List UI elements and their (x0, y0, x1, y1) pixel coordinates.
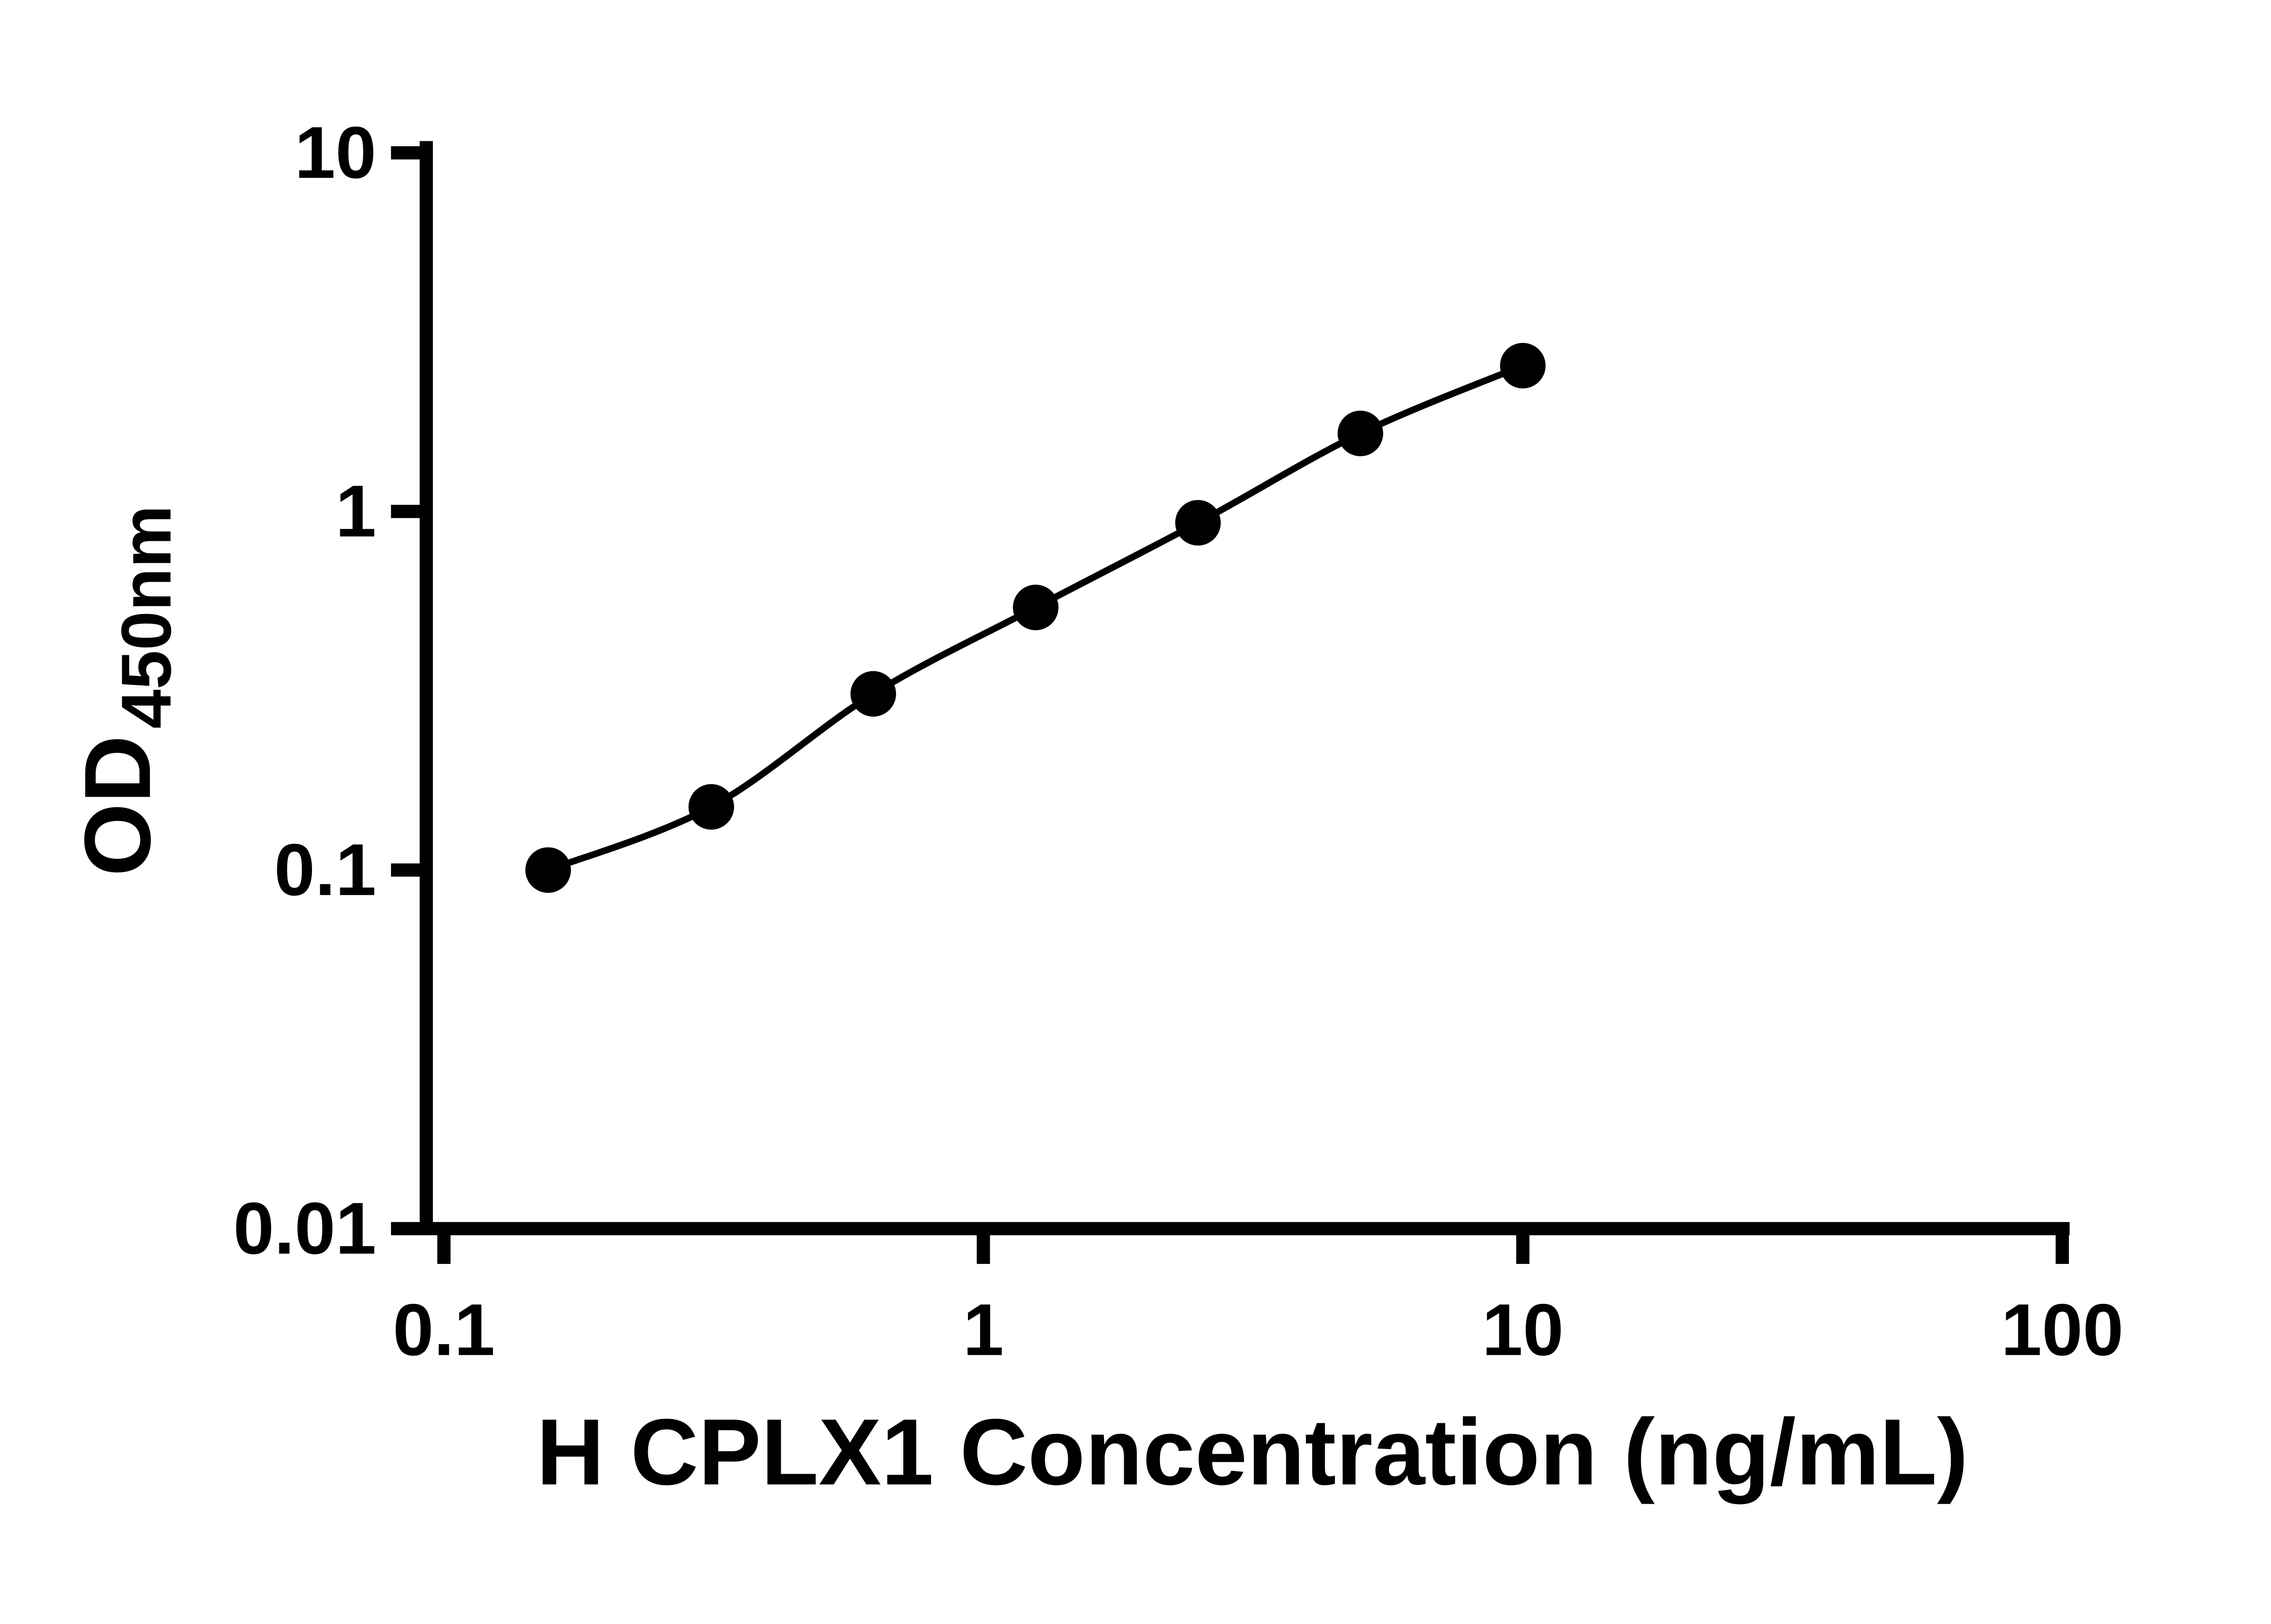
x-tick-label: 1 (963, 1289, 1004, 1371)
data-point (1500, 343, 1546, 389)
data-point (850, 671, 896, 717)
data-point (1013, 584, 1059, 630)
data-point (525, 847, 571, 893)
y-tick-label: 0.1 (274, 829, 377, 911)
x-axis-tick-labels: 0.1 1 10 100 (393, 1289, 2124, 1371)
axis-frame (419, 141, 2070, 1236)
x-axis-title: H CPLX1 Concentration (ng/mL) (536, 1400, 1969, 1505)
x-tick-label: 100 (2001, 1289, 2123, 1371)
x-axis-ticks (437, 1228, 2069, 1264)
data-points (525, 343, 1546, 893)
y-axis-title: OD 450nm (65, 505, 185, 876)
x-tick-label: 10 (1482, 1289, 1564, 1371)
data-point (1337, 411, 1383, 456)
y-tick-label: 1 (336, 470, 377, 552)
y-tick-label: 0.01 (233, 1188, 377, 1270)
data-point (1175, 500, 1221, 546)
y-tick-label: 10 (295, 112, 377, 194)
data-point (688, 784, 734, 830)
y-axis-ticks (391, 146, 426, 1236)
y-axis-title-subscript: 450nm (106, 505, 185, 728)
y-axis-tick-labels: 0.01 0.1 1 10 (233, 112, 377, 1270)
x-tick-label: 0.1 (393, 1289, 495, 1371)
y-axis-title-main: OD (65, 735, 170, 876)
